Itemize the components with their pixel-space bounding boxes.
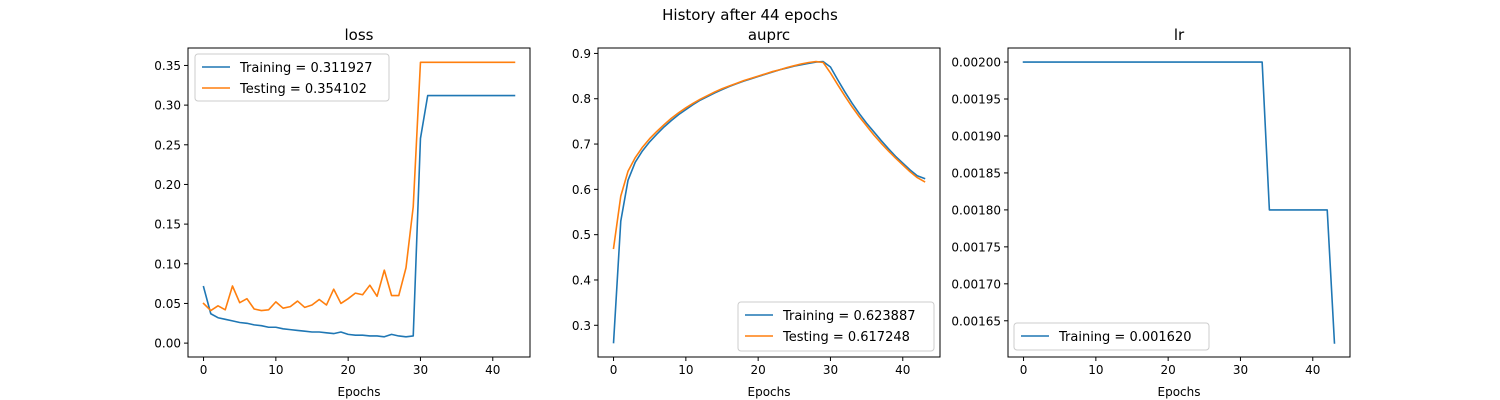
auprc-ytick-label: 0.3	[572, 319, 591, 333]
lr-xlabel: Epochs	[1158, 385, 1201, 399]
auprc-axes-frame	[597, 47, 941, 358]
auprc-legend-label-0: Training = 0.623887	[782, 309, 915, 324]
loss-series-line-0	[202, 94, 516, 338]
auprc-xlabel: Epochs	[748, 385, 791, 399]
loss-legend-frame	[194, 53, 390, 102]
loss-ytick-label: 0.15	[154, 218, 181, 232]
loss-ytick-label: 0.10	[154, 257, 181, 271]
lr-series-line-0	[1022, 61, 1336, 344]
auprc-subplot: auprc Epochs 0 10 20 30 40 0.3 0.4 0.5 0.6 0.7 0.8…	[572, 26, 941, 399]
loss-axes-frame	[187, 47, 531, 358]
auprc-series-line-1	[612, 60, 926, 250]
lr-ytick-label: 0.00165	[951, 314, 1001, 328]
loss-ytick-label: 0.05	[154, 297, 181, 311]
loss-subplot: loss Epochs 0 10 20 30 40 0.00 0.05 0.10 0.15 0.2…	[154, 26, 531, 399]
lr-ytick-label: 0.00170	[951, 277, 1001, 291]
lr-axes-frame	[1007, 47, 1351, 358]
auprc-ytick-label: 0.4	[572, 273, 591, 287]
loss-xtick-label: 30	[413, 363, 428, 377]
lr-ytick-label: 0.00175	[951, 240, 1001, 254]
auprc-xtick-label: 0	[610, 363, 618, 377]
loss-xtick-label: 0	[200, 363, 208, 377]
auprc-ytick-label: 0.5	[572, 228, 591, 242]
lr-legend-label-0: Training = 0.001620	[1058, 330, 1191, 345]
lr-ytick-label: 0.00195	[951, 93, 1001, 107]
loss-series-line-1	[202, 61, 516, 312]
loss-xlabel: Epochs	[338, 385, 381, 399]
loss-xtick-label: 20	[341, 363, 356, 377]
loss-legend: Training = 0.311927 Testing = 0.354102	[194, 53, 390, 102]
lr-xtick-label: 20	[1161, 363, 1176, 377]
auprc-ytick-label: 0.9	[572, 47, 591, 61]
lr-legend: Training = 0.001620	[1013, 322, 1210, 351]
auprc-xtick-label: 40	[895, 363, 910, 377]
loss-ytick-label: 0.35	[154, 59, 181, 73]
loss-ytick-label: 0.30	[154, 99, 181, 113]
lr-subplot: lr Epochs 0 10 20 30 40 0.00165 0.00170 0.00175…	[951, 26, 1351, 399]
lr-xtick-label: 10	[1088, 363, 1103, 377]
lr-ytick-label: 0.00200	[951, 56, 1001, 70]
lr-ytick-label: 0.00180	[951, 203, 1001, 217]
lr-ytick-label: 0.00185	[951, 166, 1001, 180]
auprc-legend-frame	[737, 301, 935, 352]
loss-ytick-label: 0.20	[154, 178, 181, 192]
figure-suptitle: History after 44 epochs	[662, 6, 838, 24]
loss-ytick-label: 0.00	[154, 337, 181, 351]
loss-title: loss	[345, 26, 374, 44]
loss-xtick-label: 10	[268, 363, 283, 377]
loss-legend-label-0: Training = 0.311927	[239, 61, 372, 76]
loss-ytick-label: 0.25	[154, 138, 181, 152]
lr-xtick-label: 40	[1305, 363, 1320, 377]
auprc-xtick-label: 20	[751, 363, 766, 377]
loss-xtick-label: 40	[485, 363, 500, 377]
auprc-xtick-label: 10	[678, 363, 693, 377]
auprc-xtick-label: 30	[823, 363, 838, 377]
auprc-title: auprc	[748, 26, 790, 44]
lr-legend-frame	[1013, 322, 1210, 351]
lr-xtick-label: 30	[1233, 363, 1248, 377]
loss-legend-label-1: Testing = 0.354102	[239, 82, 367, 97]
auprc-ytick-label: 0.6	[572, 183, 591, 197]
lr-title: lr	[1174, 26, 1185, 44]
auprc-ytick-label: 0.7	[572, 138, 591, 152]
auprc-legend-label-1: Testing = 0.617248	[782, 330, 910, 345]
lr-xtick-label: 0	[1020, 363, 1028, 377]
auprc-legend: Training = 0.623887 Testing = 0.617248	[737, 301, 935, 352]
lr-ytick-label: 0.00190	[951, 129, 1001, 143]
auprc-ytick-label: 0.8	[572, 92, 591, 106]
